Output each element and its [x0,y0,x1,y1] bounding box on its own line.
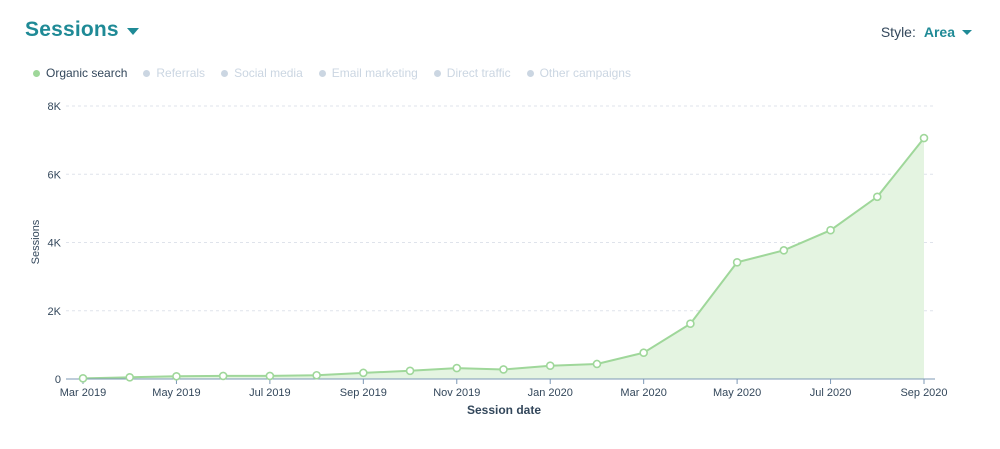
legend-dot-icon [526,69,534,77]
chart-legend: Organic search Referrals Social media Email… [33,66,647,80]
y-axis-title: Sessions [30,219,42,264]
data-point [919,133,929,143]
legend-label: Email marketing [331,66,418,80]
x-tick-label: Sep 2020 [900,387,947,399]
legend-dot-icon [221,69,229,77]
data-point [218,371,228,381]
legend-label: Social media [234,66,303,80]
data-point [639,348,648,358]
data-point [359,368,368,378]
legend-dot-icon [433,69,441,77]
y-tick-label: 4K [48,238,62,250]
x-tick-label: Jul 2020 [810,387,852,399]
data-point [872,192,882,202]
legend-item[interactable]: Referrals [143,66,205,80]
data-point [312,370,321,380]
data-point [545,361,555,370]
report-title[interactable]: Sessions [25,18,119,41]
report-title-dropdown[interactable]: Sessions [25,18,139,42]
style-selector: Style: Area [881,24,972,40]
chart-header: Sessions Style: Area [25,14,975,50]
x-tick-label: Sep 2019 [340,387,387,399]
caret-down-icon[interactable] [962,29,972,35]
legend-item[interactable]: Organic search [33,66,127,80]
data-point [452,363,462,373]
x-tick-label: May 2019 [152,387,200,399]
x-tick-label: Jul 2019 [249,387,291,399]
legend-item[interactable]: Other campaigns [526,66,631,80]
legend-label: Referrals [156,66,206,80]
x-tick-label: Mar 2019 [60,387,106,399]
legend-label: Organic search [46,66,128,80]
x-tick-label: Mar 2020 [620,387,666,399]
data-point [172,371,181,381]
data-point [78,374,88,383]
data-point [779,246,789,255]
data-point [826,225,835,235]
data-point [125,372,135,382]
x-tick-label: May 2020 [713,387,761,399]
legend-item[interactable]: Email marketing [318,66,418,80]
x-axis-title: Session date [467,403,541,417]
y-tick-label: 6K [48,169,62,181]
legend-item[interactable]: Direct traffic [433,66,511,80]
data-point [592,359,602,369]
data-point [265,371,275,381]
data-point [732,257,742,267]
data-point [686,319,695,329]
data-point [405,366,415,376]
y-tick-label: 2K [48,306,62,318]
style-dropdown[interactable]: Area [923,24,955,40]
legend-dot-icon [33,69,40,77]
series-area [83,138,924,379]
caret-down-icon[interactable] [126,27,139,35]
style-label: Style: [880,24,916,40]
legend-label: Direct traffic [446,66,511,80]
data-point [499,365,508,374]
legend-item[interactable]: Social media [221,66,303,80]
legend-dot-icon [143,69,151,77]
y-tick-label: 0 [55,374,61,386]
x-tick-label: Jan 2020 [528,387,573,399]
legend-label: Other campaigns [539,66,631,80]
y-tick-label: 8K [48,101,62,113]
legend-dot-icon [318,69,326,77]
x-tick-label: Nov 2019 [433,387,480,399]
